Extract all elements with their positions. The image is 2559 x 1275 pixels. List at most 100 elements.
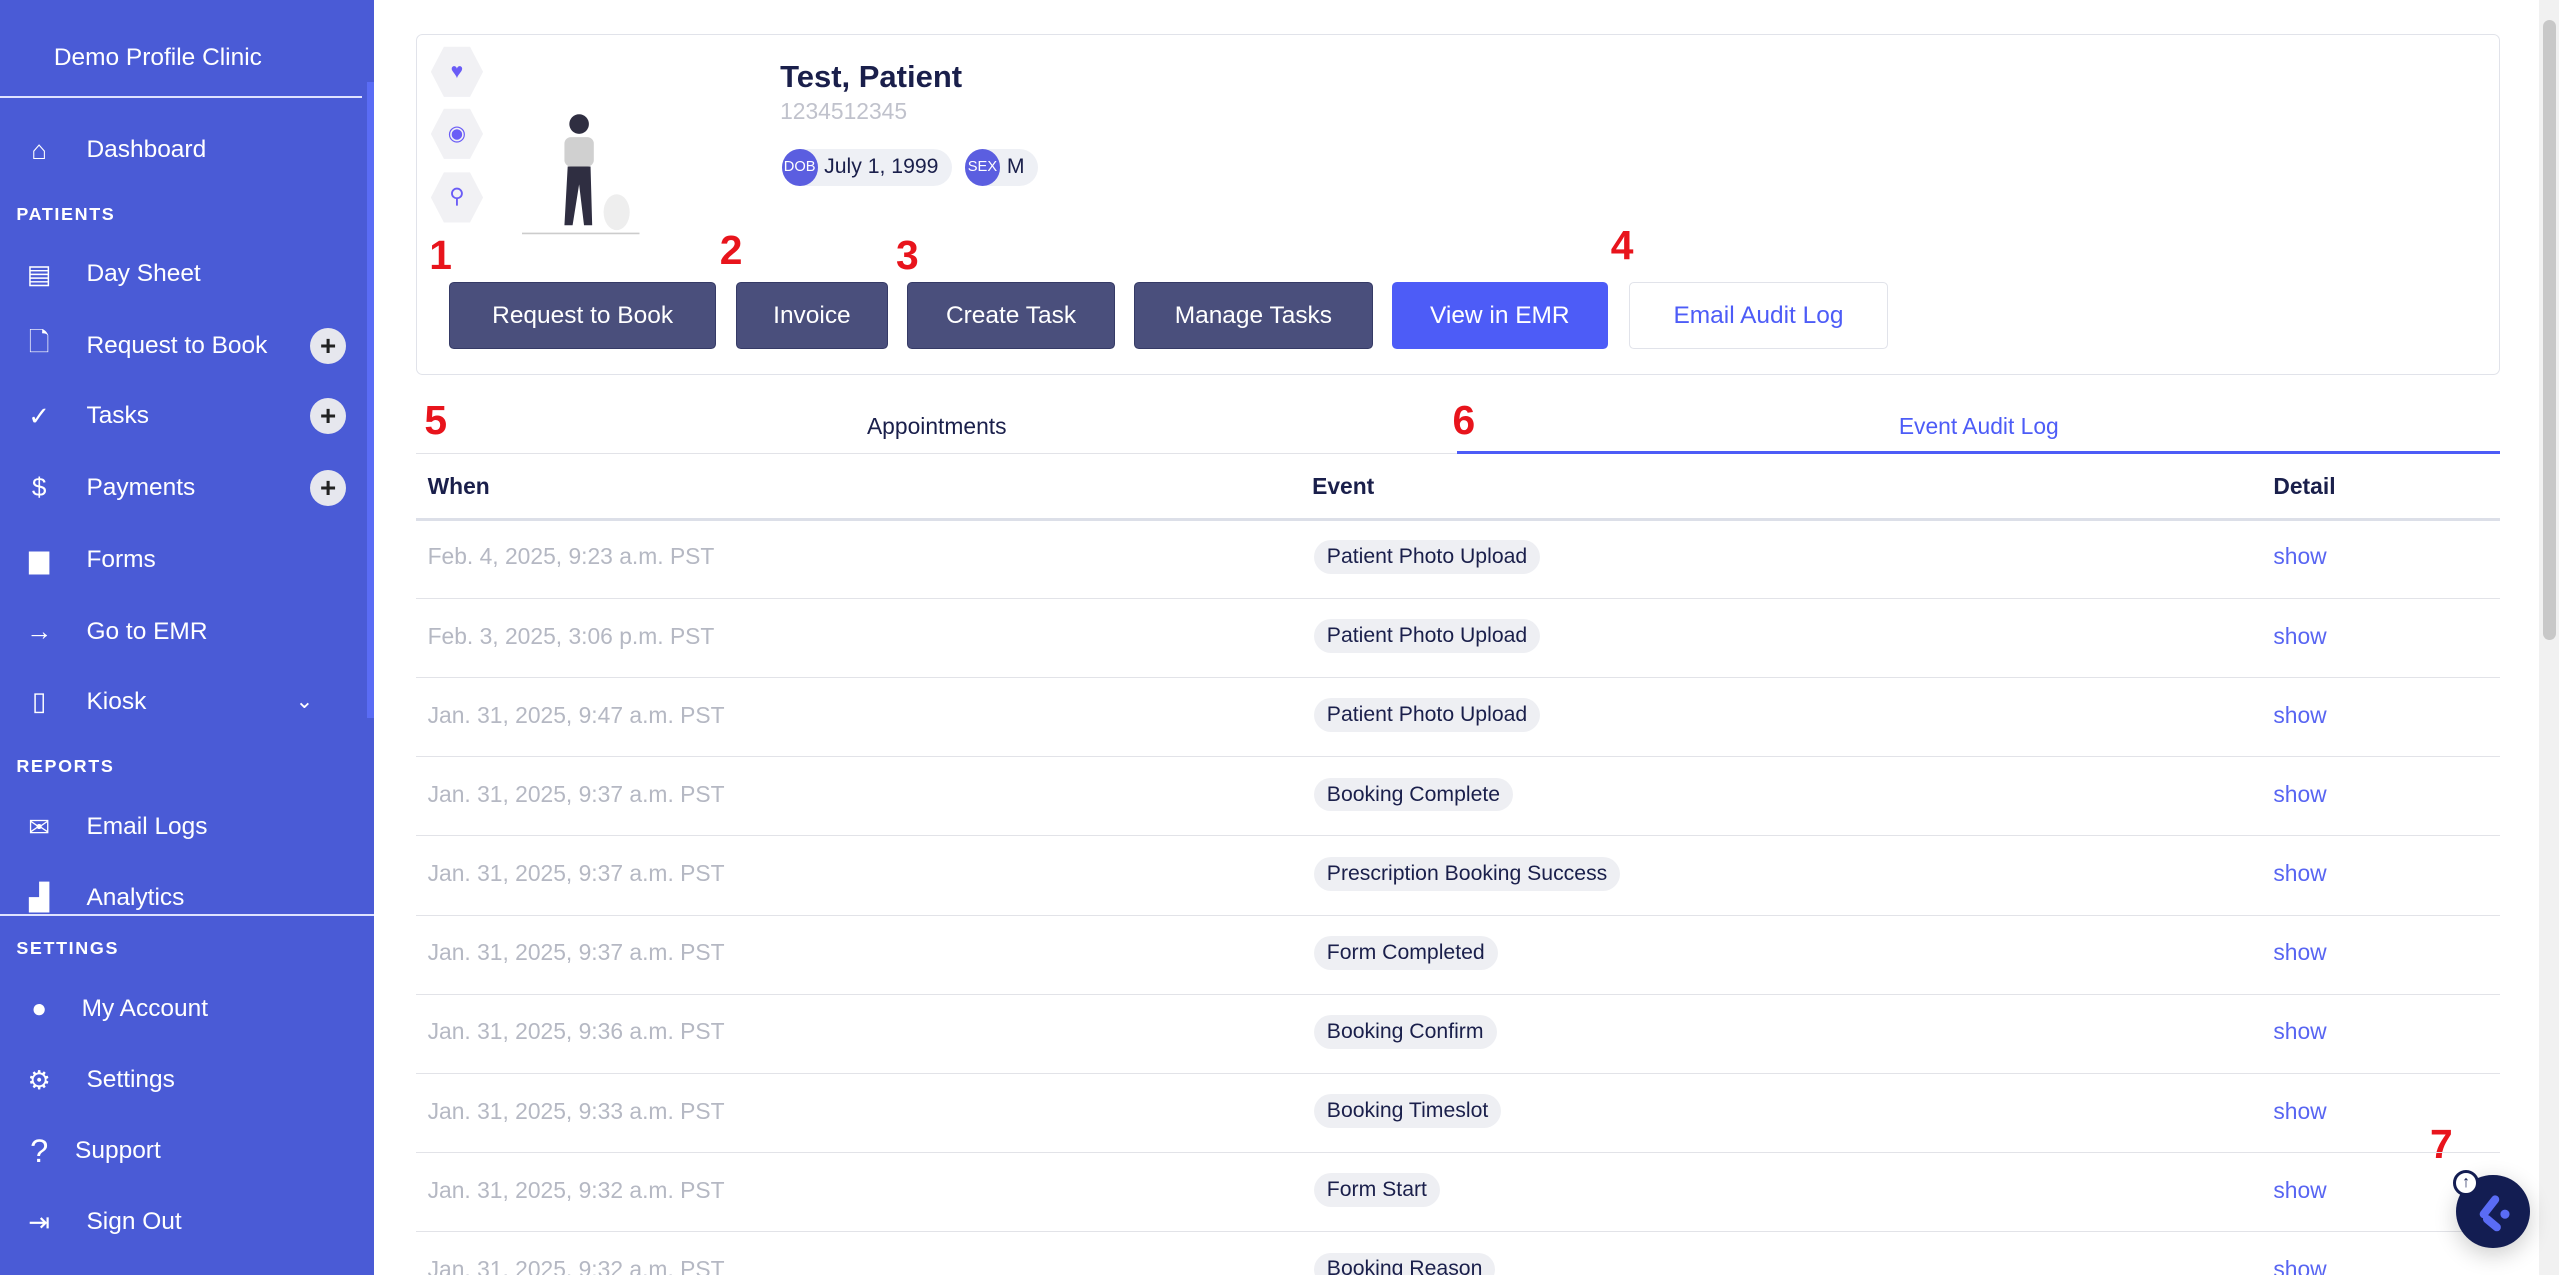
show-detail-link[interactable]: show — [2273, 860, 2327, 887]
event-badge: Form Completed — [1313, 935, 1498, 970]
show-detail-link[interactable]: show — [2273, 1176, 2327, 1203]
home-icon: ⌂ — [31, 134, 48, 165]
sidebar-item-label: Forms — [86, 545, 156, 573]
tab-event-audit-log[interactable]: Event Audit Log — [1457, 413, 2501, 454]
tab-appointments[interactable]: Appointments — [416, 413, 1458, 454]
table-row: Jan. 31, 2025, 9:37 a.m. PST Booking Comp… — [416, 758, 2501, 837]
sidebar-item-sign-out[interactable]: ⇥ Sign Out — [0, 1193, 362, 1252]
show-detail-link[interactable]: show — [2273, 701, 2327, 728]
divider — [0, 913, 374, 916]
section-reports: REPORTS — [16, 755, 115, 776]
dob-label: DOB — [781, 148, 818, 187]
table-row: Jan. 31, 2025, 9:32 a.m. PST Booking Reas… — [416, 1233, 2500, 1275]
sidebar-item-kiosk[interactable]: ▯ Kiosk ⌄ — [0, 672, 362, 731]
email-audit-log-button[interactable]: Email Audit Log — [1628, 282, 1889, 350]
table-row: Jan. 31, 2025, 9:47 a.m. PST Patient Phot… — [416, 679, 2501, 758]
sidebar-item-label: My Account — [81, 994, 209, 1022]
annotation-6: 6 — [1452, 396, 1476, 443]
table-header — [416, 454, 2501, 521]
envelope-icon: ✉ — [28, 811, 51, 842]
sidebar-item-label: Request to Book — [86, 331, 268, 359]
dob-badge: DOB July 1, 1999 — [781, 148, 952, 187]
sex-label: SEX — [964, 148, 1001, 187]
create-task-button[interactable]: Create Task — [907, 282, 1115, 350]
dollar-icon: $ — [31, 472, 47, 503]
request-to-book-button[interactable]: Request to Book — [448, 282, 717, 350]
arrow-right-icon: → — [26, 616, 53, 647]
arrow-up-icon[interactable]: ↑ — [2452, 1170, 2479, 1197]
sidebar-item-label: Day Sheet — [86, 260, 201, 288]
clipboard-check-icon: ✓ — [28, 400, 51, 431]
view-in-emr-button[interactable]: View in EMR — [1392, 282, 1608, 350]
column-header-event: Event — [1312, 473, 1375, 500]
sex-value: M — [1006, 155, 1025, 179]
event-badge: Patient Photo Upload — [1313, 540, 1541, 574]
show-detail-link[interactable]: show — [2273, 780, 2327, 807]
row-when: Jan. 31, 2025, 9:37 a.m. PST — [427, 780, 725, 807]
file-plus-icon: 🗋 — [28, 326, 50, 357]
sidebar-item-email-logs[interactable]: ✉ Email Logs — [0, 798, 362, 857]
sidebar-scrollbar[interactable] — [367, 81, 374, 719]
sidebar-item-label: Analytics — [86, 883, 185, 911]
sidebar-item-label: Dashboard — [86, 136, 207, 164]
add-request-button[interactable]: + — [310, 328, 346, 364]
patient-card — [416, 34, 2501, 376]
section-settings: SETTINGS — [16, 938, 120, 959]
sidebar-item-day-sheet[interactable]: ▤ Day Sheet — [0, 245, 362, 304]
row-when: Jan. 31, 2025, 9:32 a.m. PST — [427, 1255, 725, 1275]
row-when: Feb. 4, 2025, 9:23 a.m. PST — [427, 543, 715, 570]
gear-icon: ⚙ — [27, 1064, 51, 1095]
dob-value: July 1, 1999 — [824, 155, 939, 179]
annotation-1: 1 — [429, 231, 452, 278]
heart-icon[interactable]: ♥ — [430, 46, 484, 97]
row-when: Feb. 3, 2025, 3:06 p.m. PST — [427, 622, 715, 649]
sidebar-item-request-to-book[interactable]: 🗋 Request to Book + — [0, 317, 362, 376]
divider — [0, 96, 363, 98]
row-when: Jan. 31, 2025, 9:36 a.m. PST — [427, 1018, 725, 1045]
column-header-detail: Detail — [2273, 473, 2336, 500]
sidebar-item-label: Sign Out — [86, 1208, 182, 1236]
sidebar-item-settings[interactable]: ⚙ Settings — [0, 1051, 362, 1110]
add-payment-button[interactable]: + — [310, 470, 346, 506]
patient-id: 1234512345 — [780, 97, 908, 124]
table-row: Jan. 31, 2025, 9:37 a.m. PST Prescription… — [416, 837, 2501, 916]
sidebar-item-analytics[interactable]: ▟ Analytics — [0, 868, 362, 927]
show-detail-link[interactable]: show — [2273, 1018, 2327, 1045]
table-row: Feb. 3, 2025, 3:06 p.m. PST Patient Photo… — [416, 600, 2501, 679]
annotation-3: 3 — [895, 231, 919, 278]
clinic-name: Demo Profile Clinic — [53, 44, 262, 72]
show-detail-link[interactable]: show — [2273, 1097, 2327, 1124]
event-badge: Patient Photo Upload — [1313, 619, 1541, 654]
sidebar-item-payments[interactable]: $ Payments + — [0, 459, 362, 518]
scrollbar-thumb[interactable] — [2542, 19, 2556, 640]
show-detail-link[interactable]: show — [2273, 622, 2327, 649]
row-when: Jan. 31, 2025, 9:37 a.m. PST — [427, 939, 725, 966]
sidebar-item-dashboard[interactable]: ⌂ Dashboard — [0, 121, 362, 180]
sidebar-item-label: Payments — [86, 473, 196, 501]
sidebar-item-support[interactable]: ? Support — [0, 1121, 362, 1180]
sidebar-item-my-account[interactable]: ● My Account — [0, 979, 362, 1038]
table-row: Feb. 4, 2025, 9:23 a.m. PST Patient Photo… — [416, 521, 2501, 599]
page-scrollbar[interactable] — [2539, 0, 2559, 1275]
chevron-down-icon[interactable]: ⌄ — [295, 690, 314, 714]
annotation-7: 7 — [2430, 1121, 2453, 1168]
show-detail-link[interactable]: show — [2273, 1255, 2327, 1275]
annotation-5: 5 — [424, 396, 448, 443]
chat-widget-button[interactable] — [2456, 1175, 2530, 1249]
add-task-button[interactable]: + — [310, 398, 346, 435]
invoice-button[interactable]: Invoice — [736, 282, 888, 350]
event-badge: Patient Photo Upload — [1313, 698, 1541, 733]
sex-badge: SEX M — [964, 148, 1038, 187]
user-icon: ● — [31, 993, 48, 1024]
sidebar-item-label: Settings — [86, 1066, 175, 1094]
sidebar-item-tasks[interactable]: ✓ Tasks + — [0, 387, 362, 446]
sidebar-item-forms[interactable]: ▆ Forms — [0, 530, 362, 589]
sidebar-item-go-to-emr[interactable]: → Go to EMR — [0, 602, 362, 661]
show-detail-link[interactable]: show — [2273, 939, 2327, 966]
show-detail-link[interactable]: show — [2273, 543, 2327, 570]
event-badge: Form Start — [1313, 1173, 1440, 1208]
sidebar-item-label: Go to EMR — [86, 617, 208, 645]
manage-tasks-button[interactable]: Manage Tasks — [1134, 282, 1373, 350]
chat-widget-logo-icon — [2479, 1195, 2510, 1232]
event-badge: Booking Complete — [1313, 777, 1514, 812]
